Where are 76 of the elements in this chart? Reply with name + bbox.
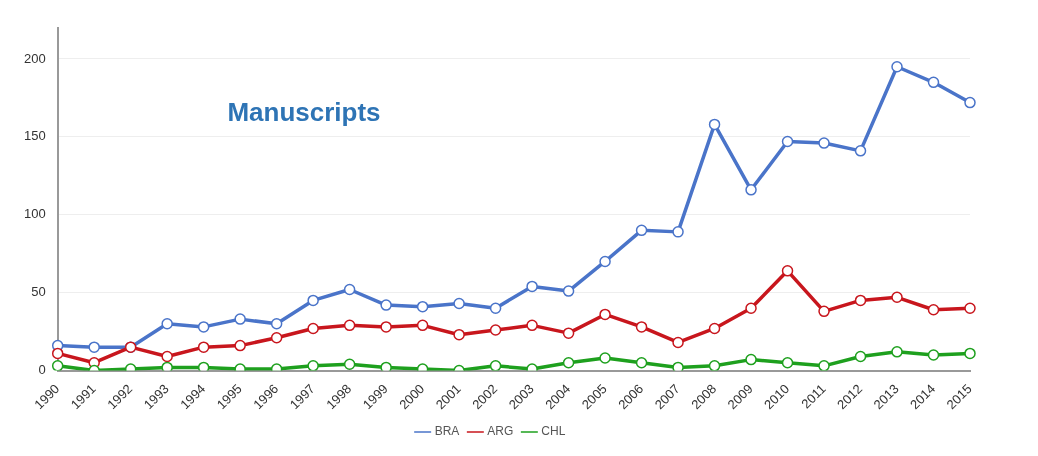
point — [307, 360, 319, 371]
point — [197, 361, 210, 371]
point — [562, 327, 575, 339]
point — [599, 308, 611, 321]
y-tick-label: 100 — [23, 206, 46, 222]
y-tick-label: 200 — [23, 50, 46, 66]
point — [854, 350, 867, 363]
point — [197, 321, 210, 333]
point — [562, 285, 575, 297]
point — [562, 356, 575, 369]
point — [197, 341, 210, 353]
point — [380, 361, 392, 371]
point — [343, 358, 356, 371]
legend-label: ARG — [487, 424, 514, 439]
point — [489, 302, 502, 314]
point — [453, 328, 465, 341]
point — [380, 321, 392, 333]
point — [781, 356, 794, 369]
point — [489, 324, 502, 336]
point — [964, 347, 976, 360]
point — [818, 137, 830, 149]
point — [380, 299, 392, 311]
point — [599, 255, 611, 268]
point — [234, 339, 246, 352]
point — [343, 319, 356, 332]
point — [526, 319, 538, 332]
point — [891, 61, 903, 73]
point — [964, 96, 976, 109]
point — [781, 265, 794, 277]
point — [307, 322, 319, 335]
point — [818, 360, 830, 371]
point — [927, 304, 940, 316]
legend-label: BRA — [434, 424, 460, 439]
point — [635, 321, 648, 333]
point — [964, 302, 976, 314]
point — [927, 349, 940, 361]
point — [307, 294, 319, 307]
point — [708, 118, 721, 131]
y-tick-label: 150 — [23, 128, 46, 144]
point — [343, 283, 356, 296]
point — [781, 135, 794, 148]
point — [453, 297, 465, 310]
point — [854, 294, 867, 307]
y-tick-label: 50 — [31, 284, 46, 300]
point — [672, 361, 684, 371]
point — [708, 322, 721, 335]
point — [88, 341, 100, 353]
text: Manuscripts — [227, 96, 381, 127]
point — [270, 318, 283, 330]
point — [854, 145, 867, 157]
point — [927, 76, 940, 89]
point — [270, 332, 283, 344]
point — [635, 356, 648, 369]
point — [672, 336, 684, 349]
point — [818, 305, 830, 318]
point — [745, 353, 757, 366]
point — [599, 352, 611, 364]
point — [51, 347, 64, 360]
point — [635, 224, 648, 237]
point — [745, 184, 757, 196]
point — [51, 360, 64, 371]
point — [161, 318, 173, 330]
point — [891, 346, 903, 358]
legend-label: CHL — [541, 424, 566, 439]
point — [161, 350, 173, 363]
point — [745, 302, 757, 314]
point — [416, 319, 429, 332]
point — [891, 291, 903, 304]
y-tick-label: 0 — [38, 362, 46, 378]
point — [234, 313, 246, 325]
point — [526, 280, 538, 293]
point — [489, 360, 502, 371]
point — [708, 360, 721, 371]
point — [161, 361, 173, 371]
point — [672, 226, 684, 238]
point — [416, 300, 429, 313]
